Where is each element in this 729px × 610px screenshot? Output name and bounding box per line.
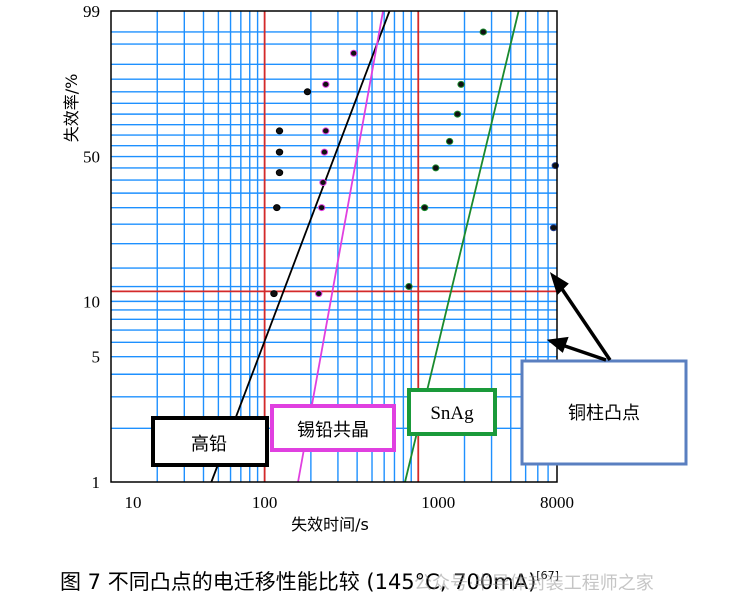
- x-tick-labels: 10 100 1000 8000: [125, 493, 575, 512]
- chart-figure: 10 100 1000 8000 1 5 10 50 99 失效时间/s 失效率/% 高铅 锡…: [62, 2, 688, 534]
- data-point: [320, 148, 329, 156]
- data-point: [275, 169, 284, 177]
- watermark: 公众号·半导体封装工程师之家: [414, 573, 654, 594]
- y-tick-label: 10: [83, 292, 100, 311]
- x-tick-label: 8000: [540, 493, 574, 512]
- figure-caption: 图 7 不同凸点的电迁移性能比较 (145°C, 700mA)[67]: [60, 566, 559, 596]
- legend-box-high-lead: 高铅: [151, 416, 269, 467]
- data-point: [319, 179, 327, 187]
- x-tick-label: 1000: [421, 493, 455, 512]
- data-point: [317, 204, 326, 212]
- annotation-arrows: [546, 272, 612, 362]
- data-point: [275, 148, 284, 156]
- caption-text: 图 7 不同凸点的电迁移性能比较 (145°C, 700mA): [60, 570, 537, 594]
- y-tick-label: 99: [83, 2, 100, 21]
- data-point: [315, 290, 323, 298]
- data-point: [457, 80, 465, 88]
- data-point: [453, 110, 462, 118]
- caption-ref: [67]: [536, 569, 559, 582]
- legend-box-snag: SnAg: [407, 388, 497, 436]
- y-tick-label: 50: [83, 148, 100, 167]
- data-point: [322, 80, 330, 88]
- x-tick-label: 10: [125, 493, 142, 512]
- legend-box-copper-pillar: 铜柱凸点: [520, 359, 688, 466]
- y-axis-label: 失效率/%: [62, 74, 81, 143]
- data-point: [479, 28, 487, 36]
- data-point: [273, 204, 281, 212]
- y-tick-labels: 1 5 10 50 99: [83, 2, 100, 492]
- y-tick-label: 5: [92, 348, 101, 367]
- legend-label-high-lead: 高铅: [191, 434, 227, 455]
- data-point: [420, 204, 429, 212]
- data-point: [303, 88, 312, 96]
- fit-line: [210, 10, 391, 483]
- x-tick-label: 100: [252, 493, 278, 512]
- plot-frame: [110, 10, 558, 483]
- x-axis-label: 失效时间/s: [291, 515, 369, 534]
- data-point: [322, 127, 330, 135]
- data-point: [270, 290, 278, 298]
- data-point: [432, 164, 440, 172]
- data-point: [350, 49, 358, 57]
- data-point: [549, 224, 558, 232]
- data-point: [275, 127, 284, 135]
- data-point: [405, 283, 413, 291]
- legend-label-eutectic: 锡铅共晶: [297, 420, 369, 441]
- legend-box-eutectic: 锡铅共晶: [270, 404, 396, 452]
- fit-line: [297, 10, 384, 483]
- legend-label-copper-pillar: 铜柱凸点: [568, 403, 640, 424]
- legend-label-snag: SnAg: [430, 403, 474, 424]
- data-point: [445, 137, 454, 145]
- y-tick-label: 1: [92, 473, 101, 492]
